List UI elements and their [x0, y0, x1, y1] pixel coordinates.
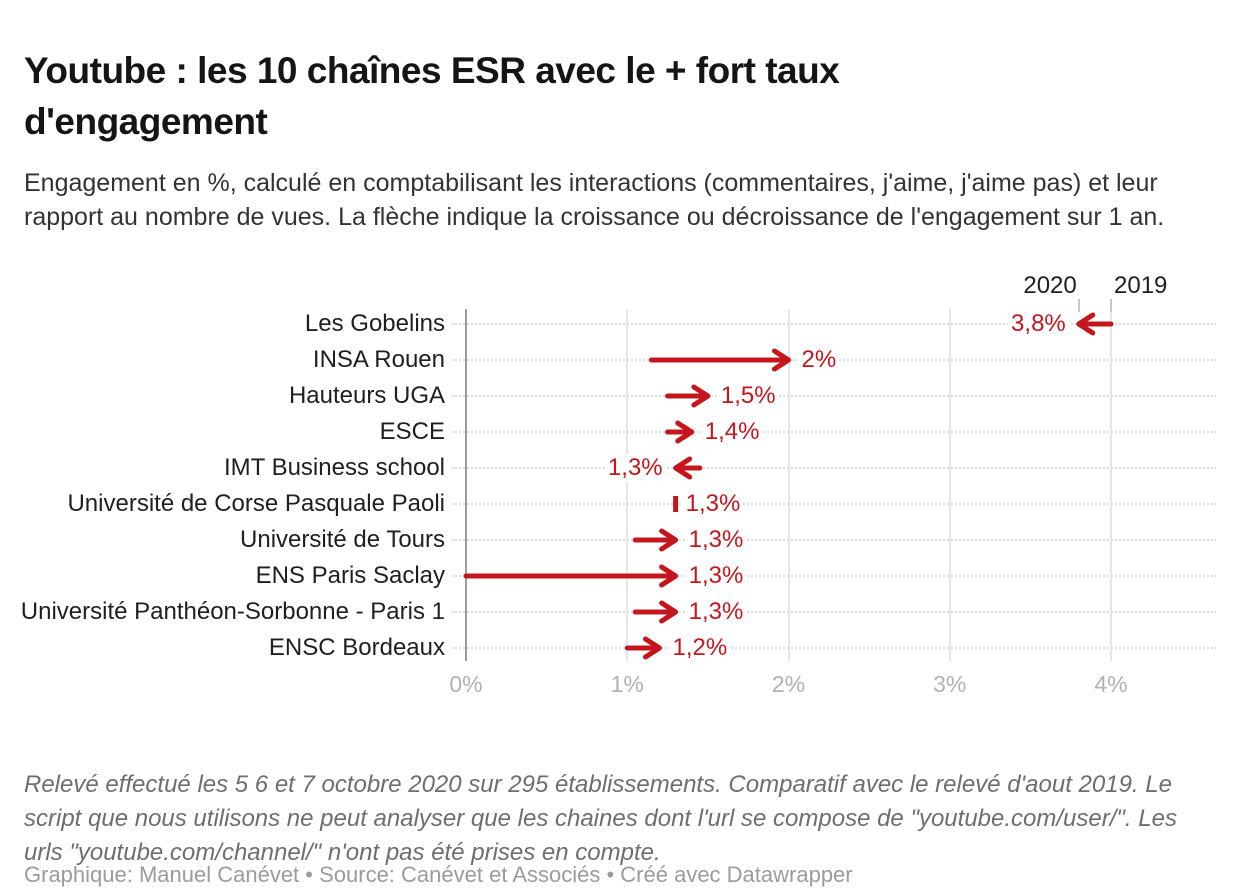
x-axis-tick-label: 2%: [771, 671, 806, 697]
row-label: Université de Corse Pasquale Paoli: [67, 490, 445, 517]
legend-tick-2020: [1077, 299, 1080, 312]
gridline-3: [948, 309, 951, 661]
chart-notes: Relevé effectué les 5 6 et 7 octobre 202…: [24, 771, 1177, 867]
x-axis-tick-label: 4%: [1094, 671, 1128, 697]
legend-year-2019: 2019: [1114, 272, 1168, 299]
row-guide-line: [452, 395, 1216, 397]
value-label: 1,4%: [701, 418, 763, 446]
chart-subtitle: Engagement en %, calculé en comptabilisa…: [24, 169, 1165, 232]
chart-credit: Graphique: Manuel Canévet • Source: Cané…: [24, 862, 853, 887]
value-label: 1,3%: [604, 454, 666, 482]
row-label: ENSC Bordeaux: [268, 634, 445, 661]
row-label: ESCE: [379, 418, 445, 445]
row-label: INSA Rouen: [312, 346, 445, 373]
legend-year-2020: 2020: [1023, 272, 1077, 299]
row-label: Hauteurs UGA: [288, 382, 445, 409]
legend-tick-2019: [1110, 299, 1112, 312]
row-label: Université de Tours: [240, 526, 445, 553]
row-guide-line: [452, 611, 1216, 613]
row-guide-line: [452, 539, 1216, 541]
value-label: 1,2%: [669, 634, 731, 662]
value-label: 1,3%: [685, 562, 747, 590]
x-axis-tick-label: 0%: [449, 671, 483, 697]
gridline-4: [1110, 309, 1112, 661]
gridline-1: [626, 309, 629, 661]
value-label: 3,8%: [1008, 310, 1069, 338]
row-guide-line: [452, 467, 1216, 469]
x-axis-tick-label: 3%: [933, 671, 967, 697]
axis-line-0: [465, 309, 467, 661]
x-axis-tick-label: 1%: [610, 671, 644, 697]
row-label: IMT Business school: [224, 454, 445, 481]
value-label: 1,3%: [682, 490, 744, 518]
value-label: 1,3%: [685, 598, 747, 626]
row-label: ENS Paris Saclay: [255, 562, 445, 589]
row-label: Université Panthéon-Sorbonne - Paris 1: [20, 598, 445, 625]
row-guide-line: [452, 575, 1216, 577]
page-title: Youtube : les 10 chaînes ESR avec le + f…: [24, 49, 840, 142]
row-guide-line: [452, 647, 1216, 649]
value-label: 1,5%: [717, 382, 779, 410]
value-label: 1,3%: [685, 526, 747, 554]
value-label: 2%: [798, 346, 840, 374]
row-guide-line: [452, 503, 1216, 505]
row-guide-line: [452, 323, 1216, 325]
gridline-2: [787, 309, 790, 661]
row-guide-line: [452, 431, 1216, 433]
row-label: Les Gobelins: [304, 310, 445, 337]
